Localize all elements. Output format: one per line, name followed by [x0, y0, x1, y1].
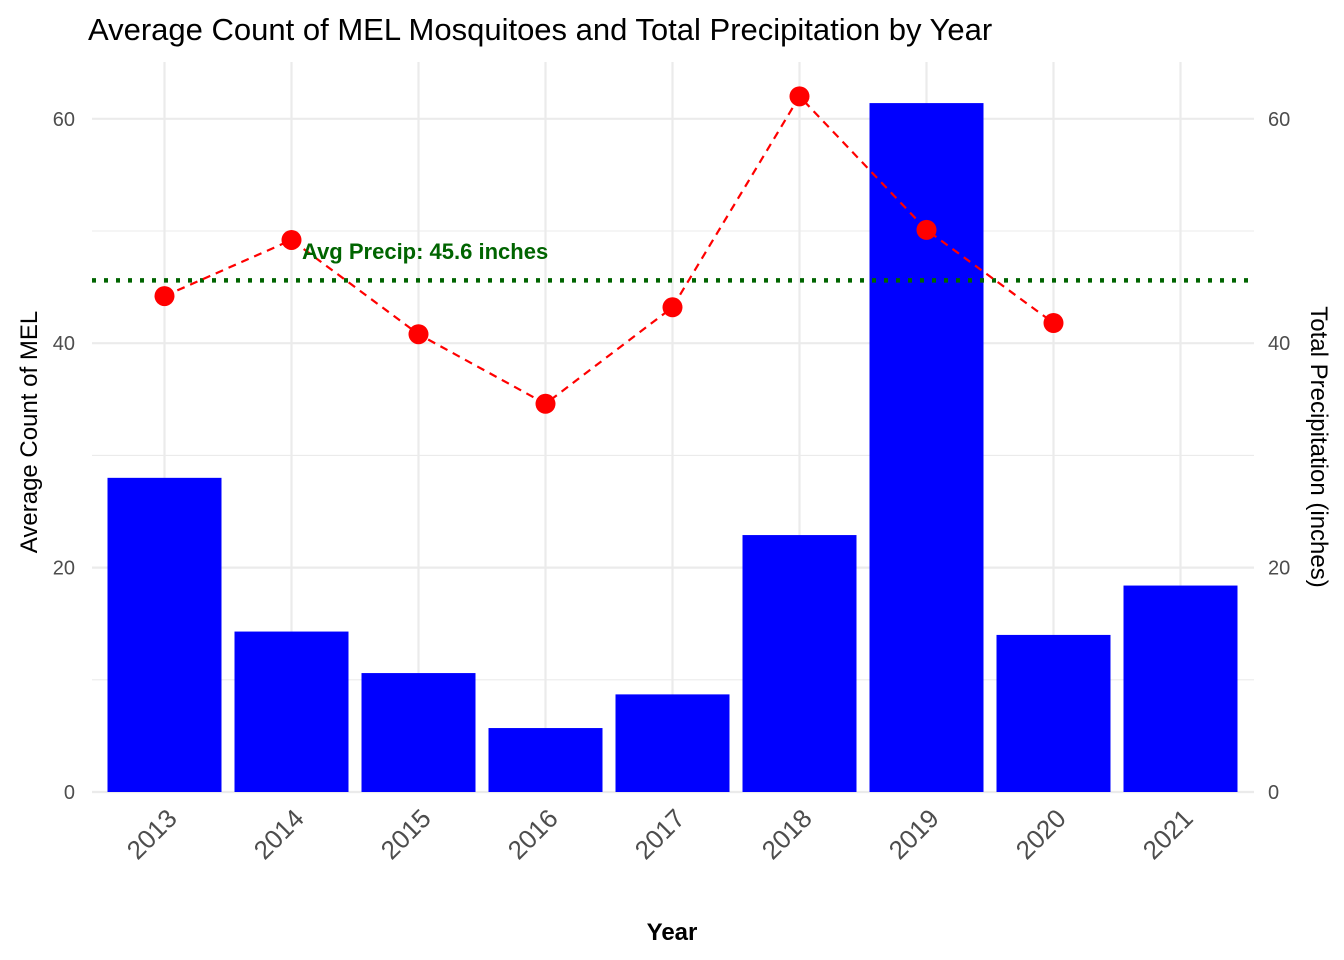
- y-tick-right: 40: [1268, 333, 1290, 355]
- y-axis-right-ticks: 0 20 40 60: [1268, 109, 1290, 804]
- bar-series: [107, 103, 1238, 793]
- bar-2015: [361, 673, 476, 792]
- precip-point-2017: [662, 297, 683, 318]
- bar-2020: [996, 634, 1111, 792]
- precip-point-2020: [1043, 313, 1064, 334]
- x-axis-title: Year: [647, 919, 698, 946]
- y-tick-left: 40: [53, 333, 75, 355]
- bar-2014: [234, 631, 349, 792]
- y-tick-right: 60: [1268, 109, 1290, 131]
- x-tick-2014: 2014: [248, 803, 310, 865]
- x-tick-2020: 2020: [1010, 803, 1072, 865]
- x-tick-2021: 2021: [1137, 803, 1199, 865]
- bar-2019: [869, 103, 984, 793]
- y-tick-left: 0: [64, 782, 75, 804]
- x-tick-2015: 2015: [375, 803, 437, 865]
- bar-2018: [742, 535, 857, 792]
- y-axis-left-ticks: 0 20 40 60: [53, 109, 75, 804]
- precip-point-2019: [916, 219, 937, 240]
- x-axis-ticks: 2013 2014 2015 2016 2017 2018 2019 2020 2021: [121, 803, 1199, 865]
- x-tick-2013: 2013: [121, 803, 183, 865]
- bar-2021: [1123, 585, 1238, 792]
- x-tick-2016: 2016: [502, 803, 564, 865]
- chart-title: Average Count of MEL Mosquitoes and Tota…: [88, 12, 992, 47]
- precip-point-2015: [408, 324, 429, 345]
- x-tick-2019: 2019: [883, 803, 945, 865]
- y-axis-right-title: Total Precipitation (inches): [1305, 306, 1332, 587]
- bar-2016: [488, 728, 603, 792]
- bar-2013: [107, 477, 222, 792]
- precipitation-line: [164, 94, 1055, 406]
- x-tick-2017: 2017: [629, 803, 691, 865]
- precip-point-2018: [789, 86, 810, 107]
- y-tick-right: 20: [1268, 558, 1290, 580]
- precipitation-series: [154, 86, 1064, 414]
- precip-point-2016: [535, 393, 556, 414]
- y-tick-right: 0: [1268, 782, 1279, 804]
- precip-point-2014: [281, 229, 302, 250]
- reference-line-label: Avg Precip: 45.6 inches: [302, 239, 548, 264]
- bar-2017: [615, 694, 730, 792]
- precip-point-2013: [154, 286, 175, 307]
- y-tick-left: 60: [53, 109, 75, 131]
- y-tick-left: 20: [53, 558, 75, 580]
- x-tick-2018: 2018: [756, 803, 818, 865]
- y-axis-left-title: Average Count of MEL: [16, 311, 43, 553]
